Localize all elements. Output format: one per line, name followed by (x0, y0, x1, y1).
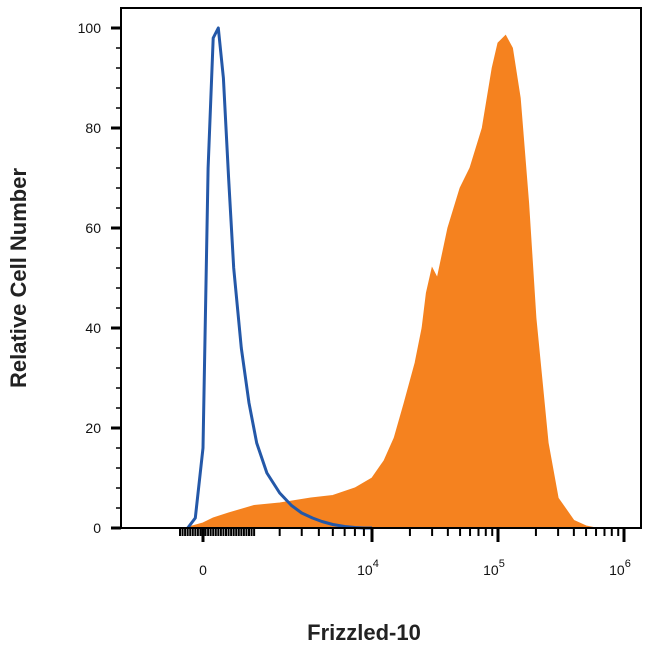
x-tick-label: 0 (199, 562, 207, 578)
x-tick-exponent: 4 (373, 558, 379, 570)
x-tick-base: 0 (199, 562, 207, 578)
series-line-histogram (186, 26, 372, 530)
y-tick-label: 20 (85, 420, 101, 436)
x-tick-base: 10 (357, 562, 373, 578)
y-axis-title: Relative Cell Number (6, 168, 31, 389)
y-tick-label: 0 (93, 520, 101, 536)
y-tick-label: 60 (85, 220, 101, 236)
series-filled-histogram (184, 34, 597, 529)
y-tick-label: 80 (85, 120, 101, 136)
x-tick-exponent: 6 (625, 558, 631, 570)
x-tick-label: 104 (357, 558, 379, 578)
x-axis-title: Frizzled-10 (307, 620, 421, 645)
x-tick-base: 10 (483, 562, 499, 578)
x-tick-base: 10 (609, 562, 625, 578)
y-tick-label: 40 (85, 320, 101, 336)
series-layer (184, 26, 597, 530)
x-tick-exponent: 5 (499, 558, 505, 570)
y-tick-label: 100 (78, 20, 102, 36)
x-tick-label: 105 (483, 558, 505, 578)
plot-frame (120, 7, 642, 529)
x-tick-label: 106 (609, 558, 631, 578)
